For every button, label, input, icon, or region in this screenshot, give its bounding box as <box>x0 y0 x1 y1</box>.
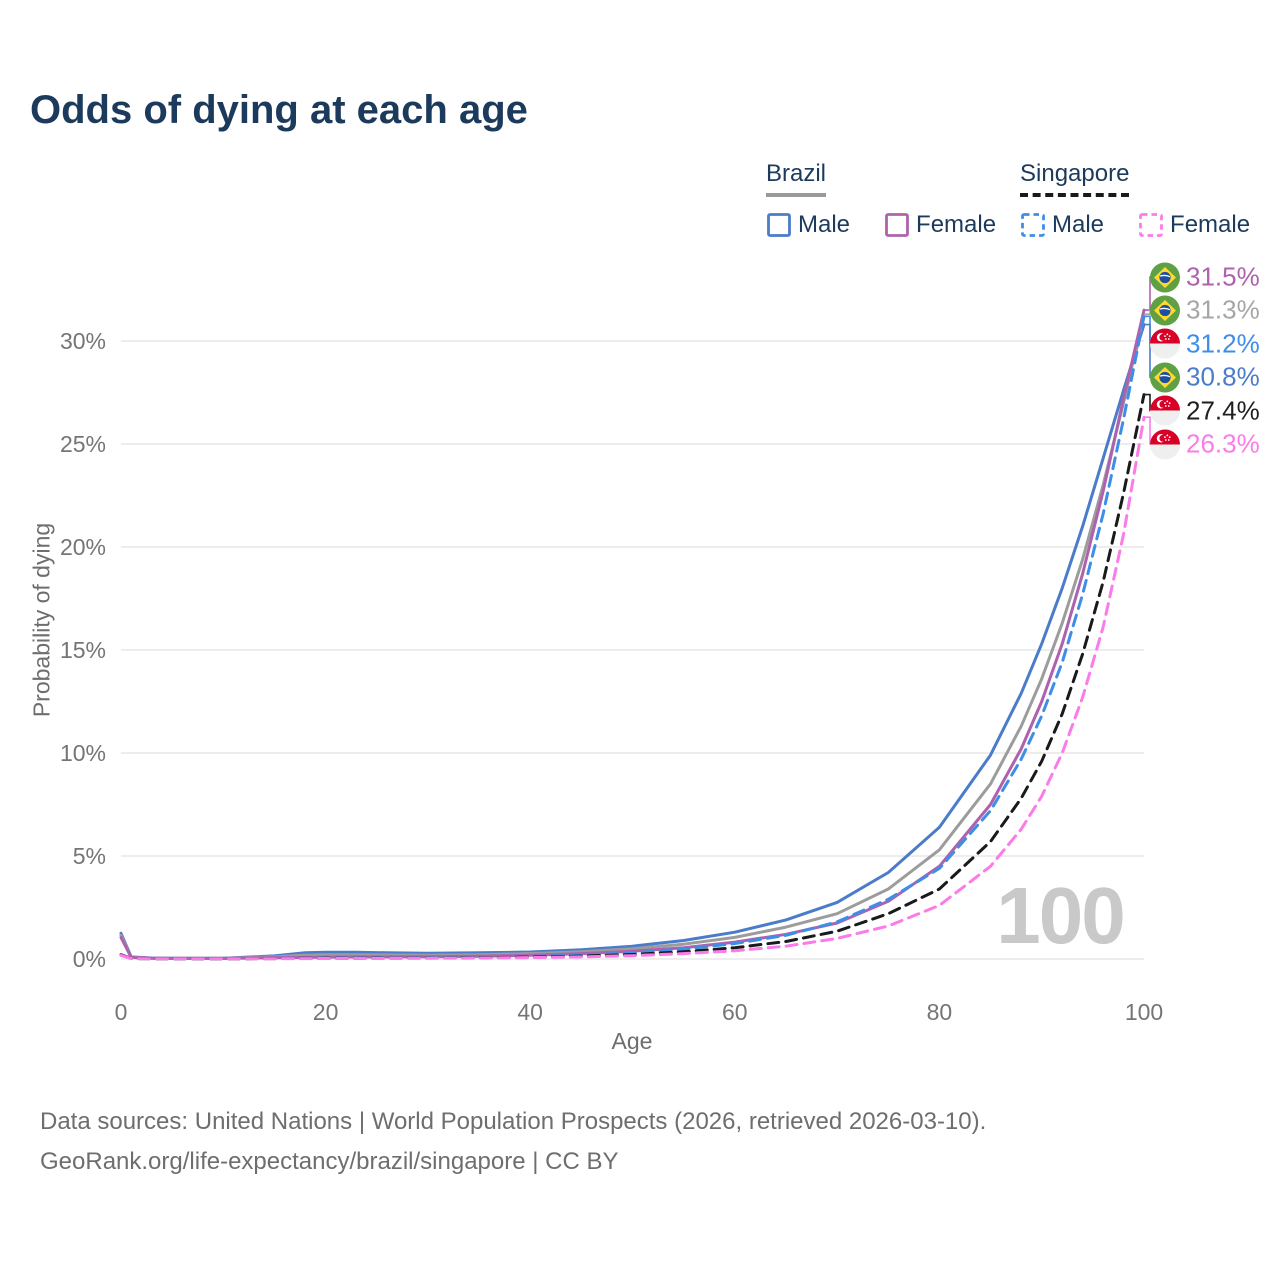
series-line-brazil-both[interactable] <box>119 312 1146 960</box>
legend-group-singapore: Singapore Male Female <box>1020 160 1250 239</box>
legend-header-brazil[interactable]: Brazil <box>766 160 827 197</box>
end-label-singapore-male: 31.2% <box>1150 328 1260 359</box>
y-tick-label: 20% <box>60 534 106 560</box>
legend-item-label: Female <box>1170 211 1251 238</box>
series-line-singapore-both[interactable] <box>119 393 1146 961</box>
y-tick-label: 15% <box>60 637 106 663</box>
legend-items-brazil: Male Female <box>766 211 996 239</box>
x-tick-label: 60 <box>722 999 748 1025</box>
end-label-value: 30.8% <box>1186 361 1260 392</box>
series-line-singapore-female[interactable] <box>119 415 1146 961</box>
singapore-flag-icon <box>1150 328 1180 359</box>
series-line-singapore-male[interactable] <box>119 314 1146 961</box>
end-label-value: 27.4% <box>1186 395 1260 426</box>
x-axis-title: Age <box>611 1028 653 1054</box>
end-label-singapore-female: 26.3% <box>1150 429 1260 460</box>
end-label-brazil-female: 31.5% <box>1150 262 1260 293</box>
end-label-value: 31.5% <box>1186 261 1260 292</box>
footer-attribution: GeoRank.org/life-expectancy/brazil/singa… <box>40 1148 619 1175</box>
y-tick-label: 25% <box>60 431 106 457</box>
series-line-brazil-female[interactable] <box>119 308 1146 960</box>
y-axis-title: Probability of dying <box>28 522 55 718</box>
singapore-flag-icon <box>1150 429 1180 459</box>
y-tick-label: 5% <box>73 843 106 869</box>
legend-item-label: Male <box>1052 211 1105 238</box>
singapore-flag-icon <box>1150 395 1180 426</box>
age-watermark: 100 <box>996 871 1125 960</box>
legend-header-singapore[interactable]: Singapore <box>1020 160 1130 197</box>
end-label-singapore-both: 27.4% <box>1150 395 1260 426</box>
end-label-brazil-male: 30.8% <box>1150 362 1260 393</box>
brazil-flag-icon <box>1150 295 1180 326</box>
legend-items-singapore: Male Female <box>1020 211 1250 239</box>
x-tick-label: 80 <box>927 999 953 1025</box>
legend-item-label: Male <box>798 211 851 238</box>
y-tick-label: 30% <box>60 328 106 354</box>
end-label-value: 31.2% <box>1186 328 1260 359</box>
end-label-value: 31.3% <box>1186 294 1260 325</box>
y-tick-label: 10% <box>60 740 106 766</box>
end-label-brazil-both: 31.3% <box>1150 295 1260 326</box>
x-tick-label: 100 <box>1125 999 1163 1025</box>
page-title: Odds of dying at each age <box>30 88 528 132</box>
x-tick-label: 0 <box>115 999 128 1025</box>
brazil-flag-icon <box>1150 262 1180 292</box>
end-label-value: 26.3% <box>1186 428 1260 459</box>
legend-item-singapore-female[interactable]: Female <box>1138 211 1250 239</box>
legend-swatch-icon <box>885 213 909 237</box>
legend-item-label: Female <box>916 211 997 238</box>
footer-sources: Data sources: United Nations | World Pop… <box>40 1108 987 1135</box>
series-line-brazil-male[interactable] <box>119 323 1146 960</box>
legend-item-singapore-male[interactable]: Male <box>1020 211 1104 239</box>
x-tick-label: 40 <box>517 999 543 1025</box>
legend-group-brazil: Brazil Male Female <box>766 160 996 239</box>
legend-swatch-icon <box>1139 213 1163 237</box>
legend-swatch-icon <box>767 213 791 237</box>
brazil-flag-icon <box>1150 362 1180 393</box>
y-tick-label: 0% <box>73 946 106 972</box>
x-tick-label: 20 <box>313 999 339 1025</box>
legend-swatch-icon <box>1021 213 1045 237</box>
legend-item-brazil-male[interactable]: Male <box>766 211 850 239</box>
legend-item-brazil-female[interactable]: Female <box>884 211 996 239</box>
